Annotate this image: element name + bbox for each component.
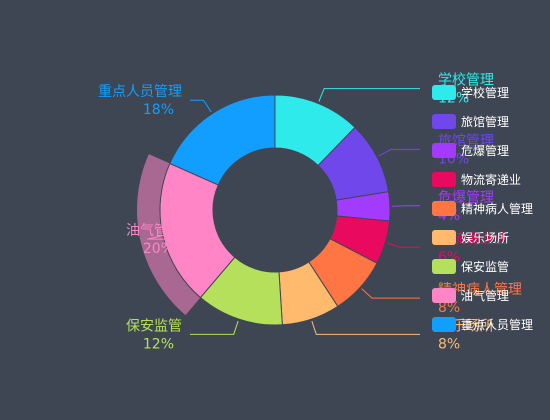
slice-4-name-label: 精神病人管理	[438, 282, 522, 298]
legend-item-2[interactable]: 危爆管理	[432, 143, 509, 158]
legend-label: 旅馆管理	[461, 114, 509, 129]
legend-item-0[interactable]: 学校管理	[432, 85, 509, 100]
legend-label: 重点人员管理	[461, 317, 533, 332]
legend-swatch	[432, 259, 456, 274]
slice-7-highlight	[137, 154, 202, 316]
legend-label: 精神病人管理	[461, 201, 533, 216]
slice-0-name-label: 学校管理	[438, 72, 494, 89]
legend-item-5[interactable]: 娱乐场所	[432, 230, 509, 245]
slice-8[interactable]	[169, 94, 276, 186]
slice-7-leader	[147, 235, 190, 240]
legend-label: 学校管理	[461, 85, 509, 100]
legend-label: 危爆管理	[461, 143, 509, 158]
slice-4-leader	[361, 288, 420, 299]
legend-swatch	[432, 288, 456, 303]
legend-swatch	[432, 201, 456, 216]
legend-item-6[interactable]: 保安监管	[432, 259, 509, 274]
slice-7-name-label: 油气管理	[126, 223, 182, 239]
slice-1-leader	[378, 148, 420, 157]
slice-8-value-label: 18%	[143, 102, 174, 118]
legend-swatch	[432, 114, 456, 129]
slice-5-leader	[311, 320, 420, 335]
slice-0-leader	[318, 88, 420, 102]
legend-label: 娱乐场所	[461, 231, 509, 245]
slice-3-leader	[387, 242, 420, 248]
legend-label: 保安监管	[461, 259, 509, 274]
slice-7-value-label: 20%	[143, 241, 174, 257]
slice-8-leader	[190, 99, 212, 113]
slice-6-leader	[190, 320, 239, 335]
legend-swatch	[432, 143, 456, 158]
slice-6-value-label: 12%	[143, 336, 174, 352]
slice-6-name-label: 保安监管	[126, 318, 182, 334]
legend-item-4[interactable]: 精神病人管理	[432, 201, 533, 216]
legend-label: 物流寄递业	[461, 172, 521, 187]
legend: 学校管理旅馆管理危爆管理物流寄递业精神病人管理娱乐场所保安监管油气管理重点人员管…	[432, 85, 533, 332]
slice-4-value-label: 8%	[438, 300, 460, 316]
legend-item-1[interactable]: 旅馆管理	[432, 114, 509, 129]
legend-item-7[interactable]: 油气管理	[432, 288, 509, 303]
legend-item-8[interactable]: 重点人员管理	[432, 317, 533, 332]
slice-8-name-label: 重点人员管理	[98, 84, 182, 100]
legend-swatch	[432, 317, 456, 332]
legend-swatch	[432, 85, 456, 100]
legend-swatch	[432, 172, 456, 187]
slice-5-value-label: 8%	[438, 336, 460, 352]
legend-label: 油气管理	[461, 288, 509, 303]
legend-swatch	[432, 230, 456, 245]
slices-layer	[137, 94, 391, 326]
legend-item-3[interactable]: 物流寄递业	[432, 172, 521, 187]
